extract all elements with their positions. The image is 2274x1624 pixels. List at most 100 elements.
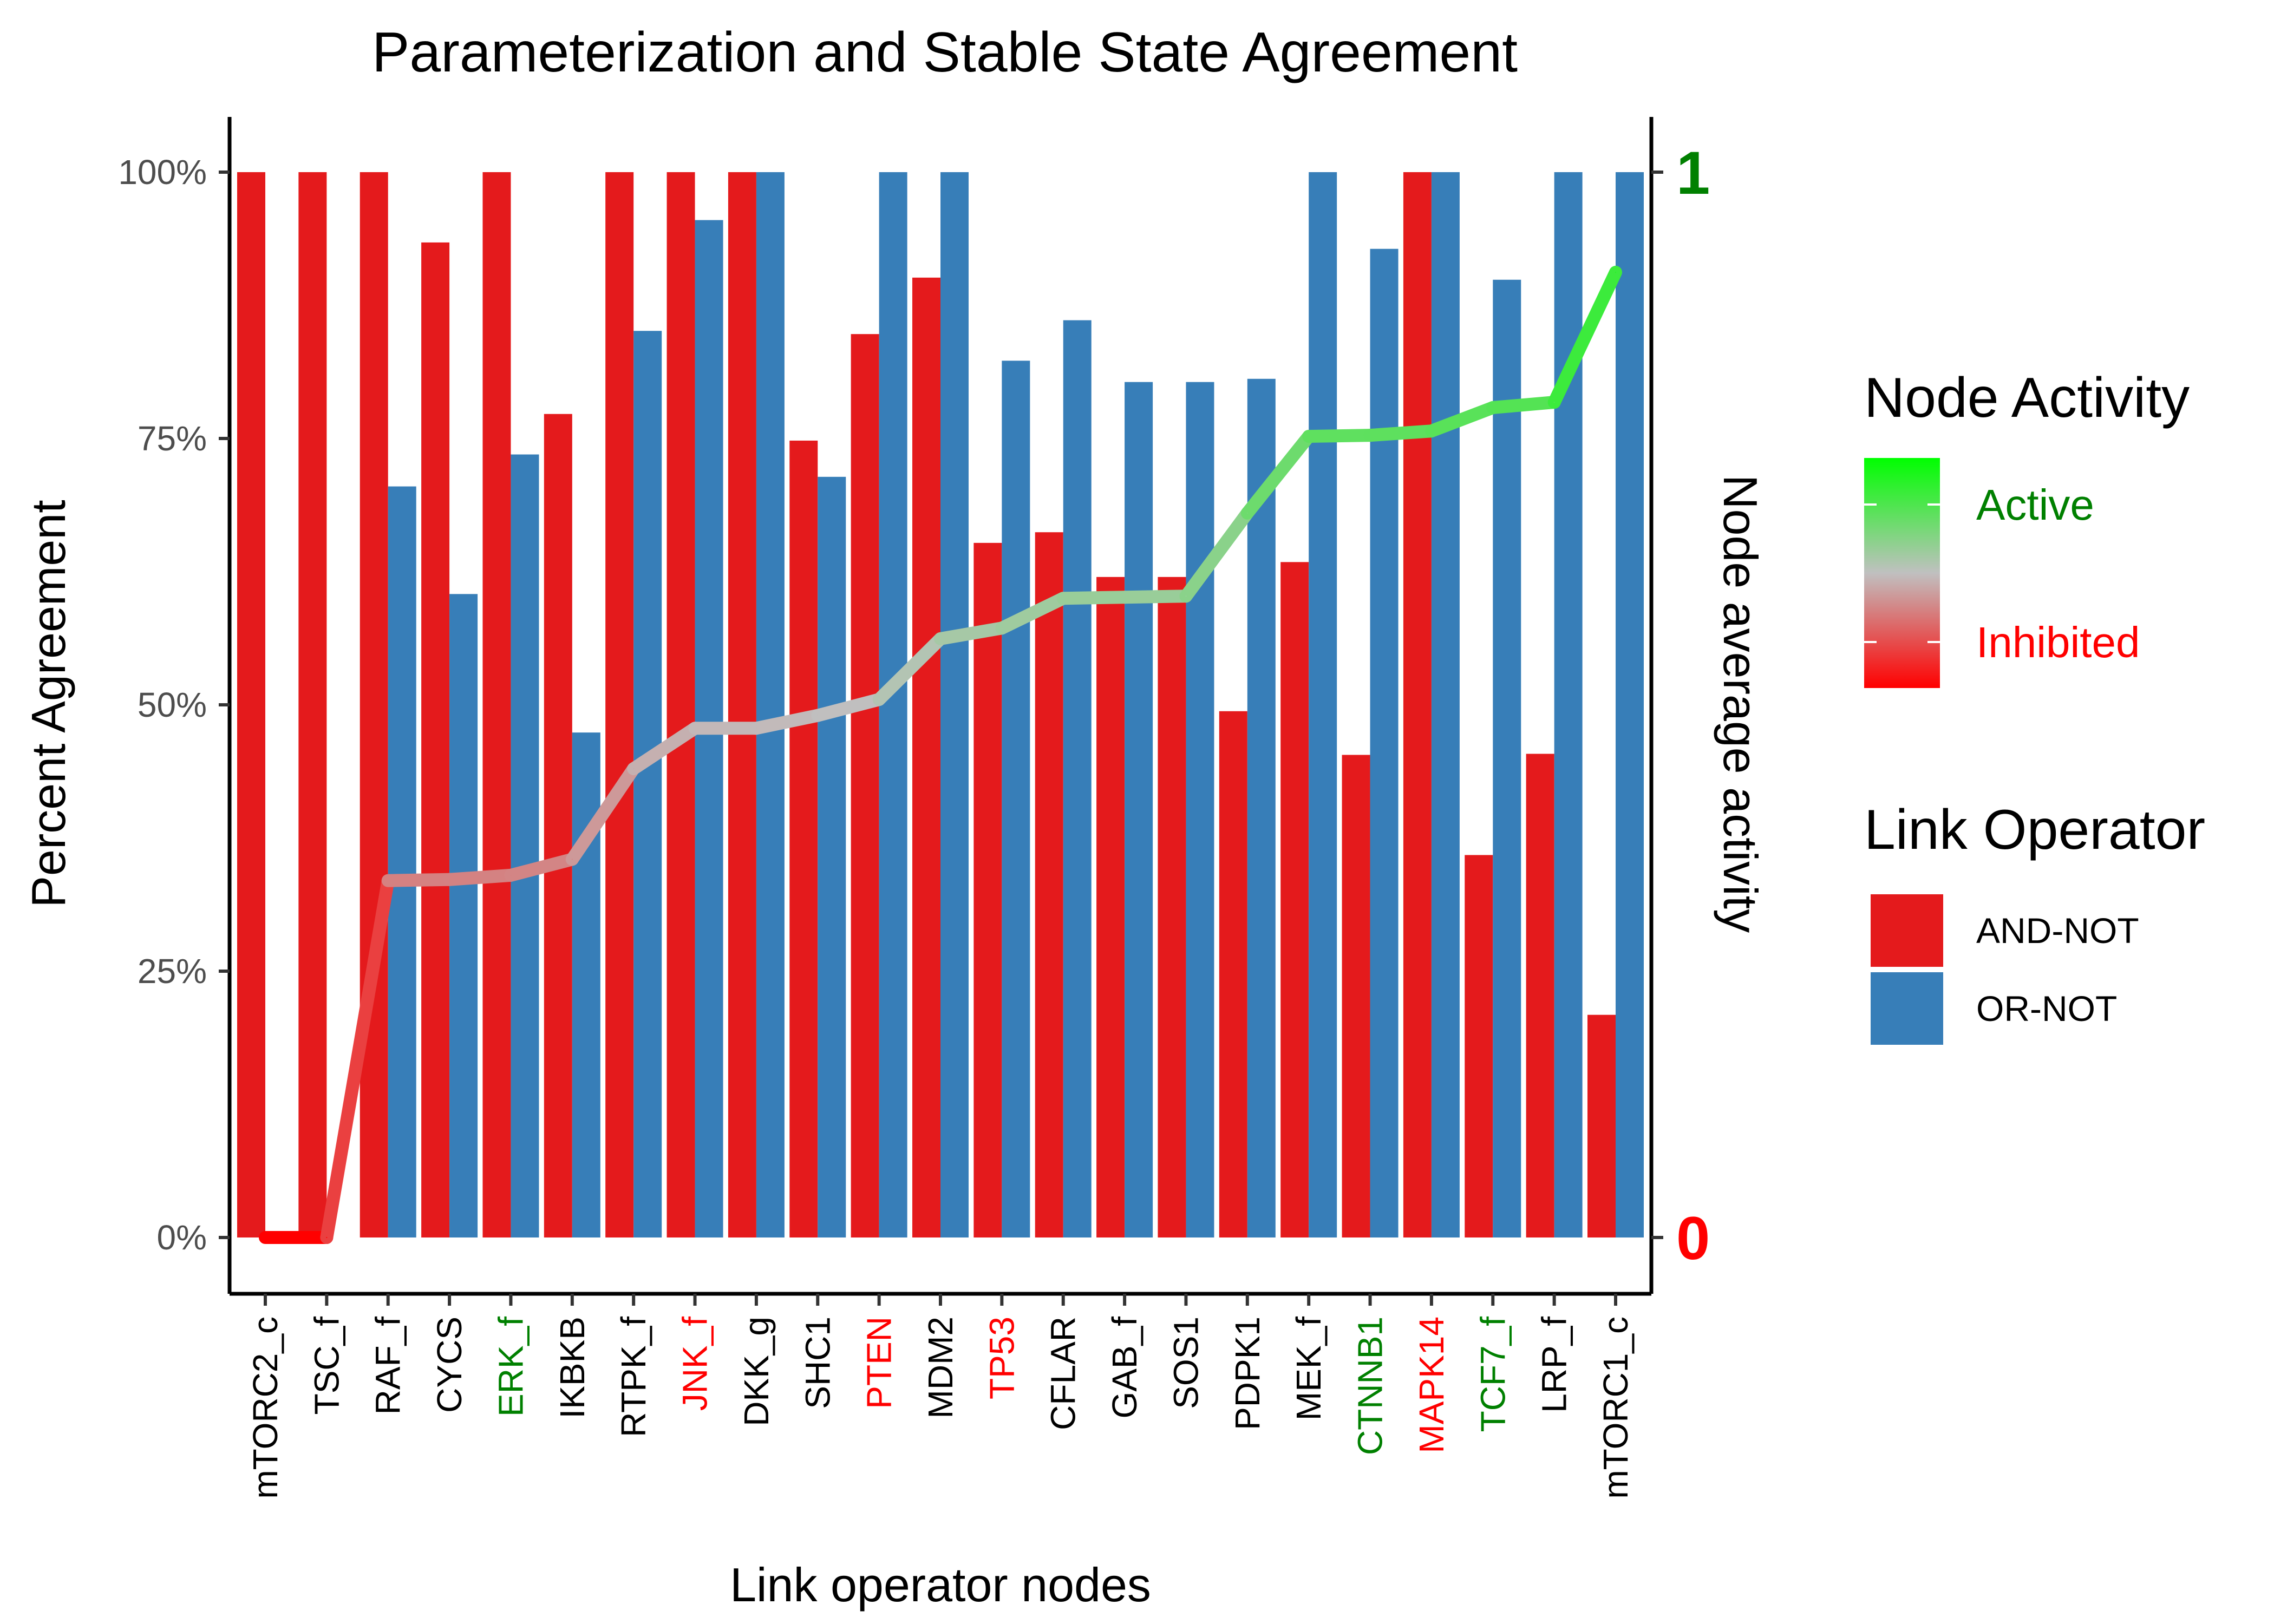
activity-segment-cflar <box>1056 591 1132 605</box>
activity-segment-mdm2 <box>934 621 1009 645</box>
y-axis-title: Percent Agreement <box>22 500 75 907</box>
x-tick-label-ctnnb1: CTNNB1 <box>1351 1317 1390 1455</box>
activity-point-cflar <box>1062 598 1064 599</box>
bar-or-not-pdpk1 <box>1247 378 1276 1237</box>
activity-point-erk_f <box>510 874 512 876</box>
bar-and-not-cycs <box>421 242 450 1238</box>
bar-or-not-sos1 <box>1186 382 1214 1237</box>
x-tick-label-mdm2: MDM2 <box>921 1317 960 1418</box>
activity-segment-erk_f <box>504 853 579 882</box>
legend-active-label: Active <box>1976 481 2094 529</box>
bar-or-not-mek_f <box>1309 172 1337 1237</box>
x-tick-label-shc1: SHC1 <box>798 1317 837 1409</box>
y2-tick-label-1: 1 <box>1676 139 1710 207</box>
bar-or-not-gab_f <box>1125 382 1153 1237</box>
x-tick-label-gab_f: GAB_f <box>1105 1317 1144 1419</box>
bar-or-not-ctnnb1 <box>1370 248 1399 1237</box>
activity-segment-sos1 <box>1179 506 1254 603</box>
bar-and-not-rtpk_f <box>605 172 634 1237</box>
activity-segment-mapk14 <box>1424 401 1500 438</box>
activity-point-dkk_g <box>755 728 757 729</box>
chart-title: Parameterization and Stable State Agreem… <box>372 21 1518 84</box>
bar-and-not-jnk_f <box>666 172 695 1237</box>
activity-point-ikbkb <box>571 859 573 860</box>
activity-point-tsc_f <box>326 1237 328 1238</box>
activity-point-jnk_f <box>694 728 696 729</box>
x-tick-label-erk_f: ERK_f <box>491 1317 530 1417</box>
bar-and-not-ctnnb1 <box>1342 755 1370 1237</box>
bar-or-not-lrp_f <box>1554 172 1583 1237</box>
x-tick-label-mek_f: MEK_f <box>1289 1317 1328 1420</box>
bar-or-not-mtorc1_c <box>1616 172 1644 1237</box>
x-tick-label-sos1: SOS1 <box>1166 1317 1205 1409</box>
y-tick-label-0: 0% <box>157 1218 207 1257</box>
bar-or-not-raf_f <box>388 486 416 1237</box>
bar-and-not-pten <box>851 334 879 1237</box>
y-tick-label-100: 100% <box>118 153 207 192</box>
bar-and-not-pdpk1 <box>1219 711 1247 1237</box>
bar-and-not-mdm2 <box>912 277 940 1237</box>
x-tick-label-raf_f: RAF_f <box>369 1317 408 1415</box>
activity-point-mek_f <box>1308 436 1310 437</box>
x-tick-label-rtpk_f: RTPK_f <box>614 1317 653 1437</box>
bar-or-not-tp53 <box>1002 361 1030 1238</box>
x-tick-label-mtorc1_c: mTORC1_c <box>1596 1317 1635 1499</box>
activity-point-pten <box>878 699 880 700</box>
legend-inhibited-label: Inhibited <box>1976 618 2140 666</box>
activity-segment-ikbkb <box>565 762 641 866</box>
activity-point-mtorc1_c <box>1615 271 1616 273</box>
legend-swatch-or-not <box>1871 972 1943 1045</box>
activity-point-mtorc2_c <box>265 1237 266 1238</box>
x-tick-label-pdpk1: PDPK1 <box>1228 1317 1267 1430</box>
bar-or-not-mapk14 <box>1431 172 1460 1237</box>
bar-and-not-shc1 <box>789 440 818 1237</box>
activity-segment-ctnnb1 <box>1363 424 1438 442</box>
activity-point-tcf7_f <box>1492 407 1494 408</box>
bar-and-not-gab_f <box>1096 577 1125 1237</box>
activity-point-sos1 <box>1185 595 1187 597</box>
activity-segment-raf_f <box>381 873 456 887</box>
y-tick-label-25: 25% <box>138 952 207 991</box>
legend-activity-title: Node Activity <box>1864 366 2190 429</box>
activity-point-mdm2 <box>940 638 941 639</box>
activity-segment-shc1 <box>811 693 886 722</box>
y2-tick-label-0: 0 <box>1676 1204 1710 1272</box>
activity-segment-cycs <box>443 868 518 886</box>
x-tick-label-mapk14: MAPK14 <box>1412 1317 1451 1453</box>
bar-and-not-tcf7_f <box>1465 855 1493 1237</box>
legend-activity-colorbar <box>1864 458 1940 688</box>
activity-segment-gab_f <box>1118 590 1193 604</box>
y2-axis-title: Node average activity <box>1714 475 1767 933</box>
activity-point-gab_f <box>1124 597 1126 598</box>
activity-point-raf_f <box>387 880 389 881</box>
activity-point-tp53 <box>1001 627 1003 629</box>
activity-point-cycs <box>449 879 450 880</box>
bar-and-not-erk_f <box>482 172 511 1237</box>
bar-or-not-shc1 <box>818 476 846 1237</box>
bar-and-not-raf_f <box>360 172 388 1237</box>
activity-point-pdpk1 <box>1246 512 1248 514</box>
bar-and-not-ikbkb <box>544 414 572 1237</box>
bar-and-not-mapk14 <box>1403 172 1432 1237</box>
legend-swatch-and-not <box>1871 894 1943 967</box>
bar-and-not-sos1 <box>1158 577 1186 1237</box>
y-tick-label-50: 50% <box>138 685 207 724</box>
x-tick-label-mtorc2_c: mTORC2_c <box>246 1317 285 1499</box>
bar-and-not-tsc_f <box>298 172 327 1237</box>
activity-segment-dkk_g <box>749 709 825 735</box>
x-tick-label-cycs: CYCS <box>430 1317 469 1413</box>
bar-and-not-dkk_g <box>728 172 756 1237</box>
legend-and-not-label: AND-NOT <box>1976 911 2139 951</box>
bar-and-not-lrp_f <box>1526 754 1554 1237</box>
bar-or-not-cycs <box>449 594 478 1237</box>
legend-node-activity: Node Activity Active Inhibited <box>1864 366 2190 688</box>
x-tick-label-lrp_f: LRP_f <box>1535 1317 1574 1413</box>
activity-point-mapk14 <box>1430 430 1432 432</box>
x-tick-label-dkk_g: DKK_g <box>737 1317 776 1426</box>
activity-point-ctnnb1 <box>1369 435 1371 436</box>
bar-and-not-mtorc1_c <box>1587 1014 1616 1237</box>
activity-segment-lrp_f <box>1547 265 1622 409</box>
bar-or-not-tcf7_f <box>1493 279 1521 1237</box>
activity-segment-tsc_f <box>320 874 395 1244</box>
